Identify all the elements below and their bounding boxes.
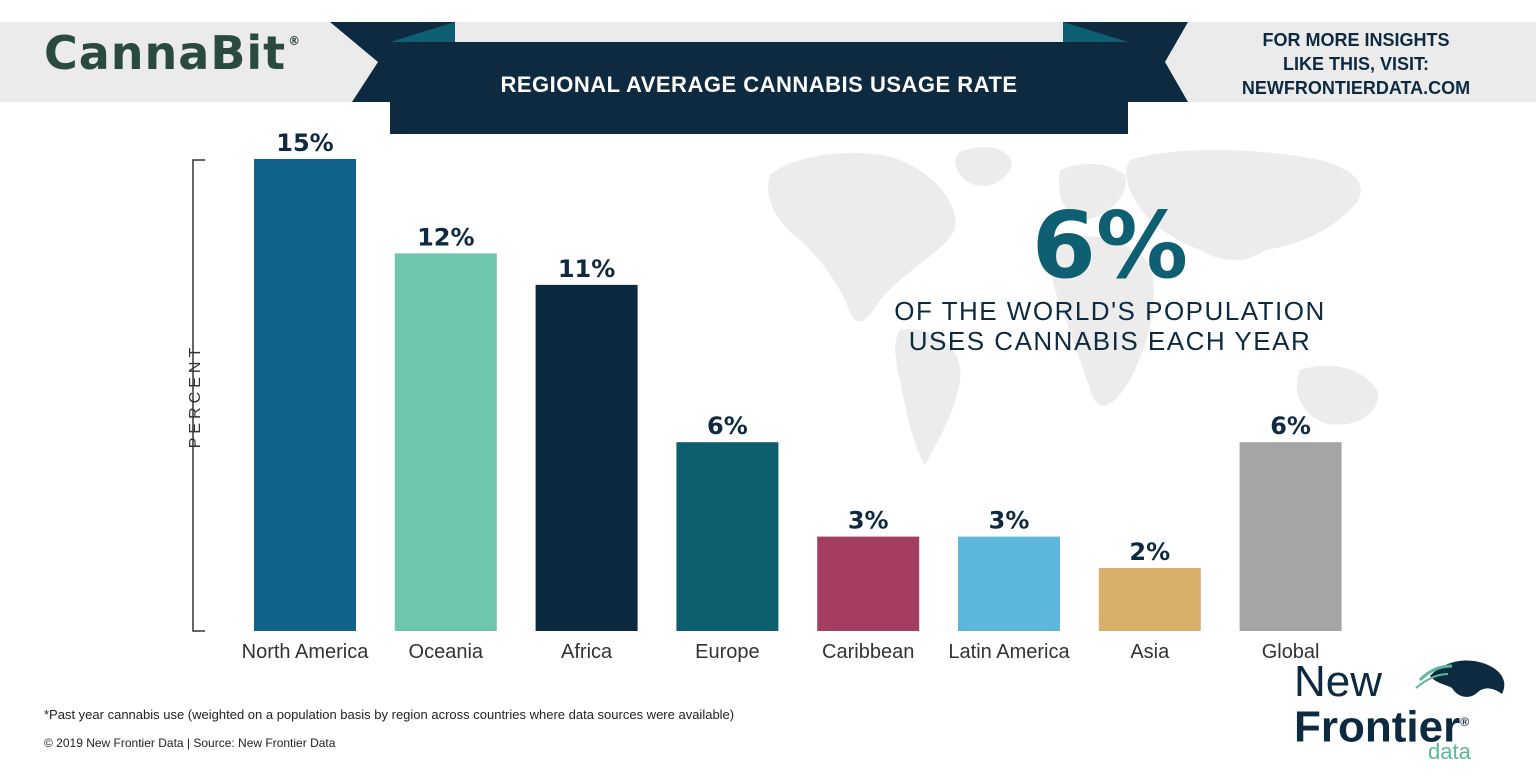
bar-europe — [676, 442, 779, 631]
stat-text-line-1: OF THE WORLD'S POPULATION — [894, 296, 1326, 326]
y-axis-bracket — [192, 159, 205, 632]
map-greenland — [955, 147, 1012, 186]
footnote: *Past year cannabis use (weighted on a p… — [44, 707, 735, 722]
y-axis-label: PERCENT — [187, 344, 204, 448]
headline-stat-text: OF THE WORLD'S POPULATION USES CANNABIS … — [860, 296, 1360, 356]
insights-line-1: FOR MORE INSIGHTS — [1262, 30, 1450, 50]
bar-africa — [535, 284, 638, 631]
category-label-europe: Europe — [695, 641, 760, 663]
bar-oceania — [394, 253, 497, 631]
bar-asia — [1098, 568, 1201, 631]
value-label-caribbean: 3% — [848, 507, 889, 535]
insights-callout[interactable]: FOR MORE INSIGHTS LIKE THIS, VISIT: NEWF… — [1216, 28, 1496, 100]
value-label-north-america: 15% — [276, 129, 333, 157]
cannabit-logo[interactable]: CannaBit ® — [44, 26, 302, 80]
value-label-africa: 11% — [558, 255, 615, 283]
map-europe — [1058, 163, 1126, 220]
bar-latin-america — [958, 536, 1060, 631]
bar-north-america — [254, 159, 356, 631]
headline-stat: 6% — [1031, 192, 1189, 299]
nf-logo-frontier: Frontier® — [1294, 702, 1470, 752]
horse-logo-icon — [1415, 660, 1505, 697]
map-north-america — [768, 152, 956, 322]
category-label-global: Global — [1262, 641, 1320, 663]
category-label-latin-america: Latin America — [948, 641, 1070, 663]
nf-logo-data: data — [1428, 739, 1471, 764]
category-label-oceania: Oceania — [409, 641, 484, 663]
value-label-oceania: 12% — [417, 223, 474, 251]
stat-text-line-2: USES CANNABIS EACH YEAR — [908, 326, 1312, 356]
value-label-latin-america: 3% — [989, 507, 1030, 535]
category-label-africa: Africa — [561, 641, 613, 663]
category-label-north-america: North America — [242, 641, 370, 663]
nf-logo-new: New — [1294, 657, 1383, 706]
new-frontier-logo[interactable]: New Frontier® data — [1280, 648, 1520, 770]
banner-body — [390, 42, 1128, 134]
bar-caribbean — [817, 536, 920, 631]
map-south-america — [895, 329, 961, 465]
bar-global — [1239, 442, 1342, 631]
value-label-asia: 2% — [1129, 538, 1170, 566]
insights-line-2: LIKE THIS, VISIT: — [1282, 54, 1429, 74]
map-australia — [1296, 365, 1379, 425]
chart-title: REGIONAL AVERAGE CANNABIS USAGE RATE — [500, 72, 1018, 97]
copyright-source: © 2019 New Frontier Data | Source: New F… — [44, 736, 336, 750]
category-label-caribbean: Caribbean — [822, 641, 914, 663]
insights-url[interactable]: NEWFRONTIERDATA.COM — [1241, 78, 1471, 98]
map-africa — [1051, 236, 1154, 406]
value-label-global: 6% — [1270, 412, 1311, 440]
value-label-europe: 6% — [707, 412, 748, 440]
map-asia — [1126, 149, 1361, 261]
category-label-asia: Asia — [1130, 641, 1170, 663]
